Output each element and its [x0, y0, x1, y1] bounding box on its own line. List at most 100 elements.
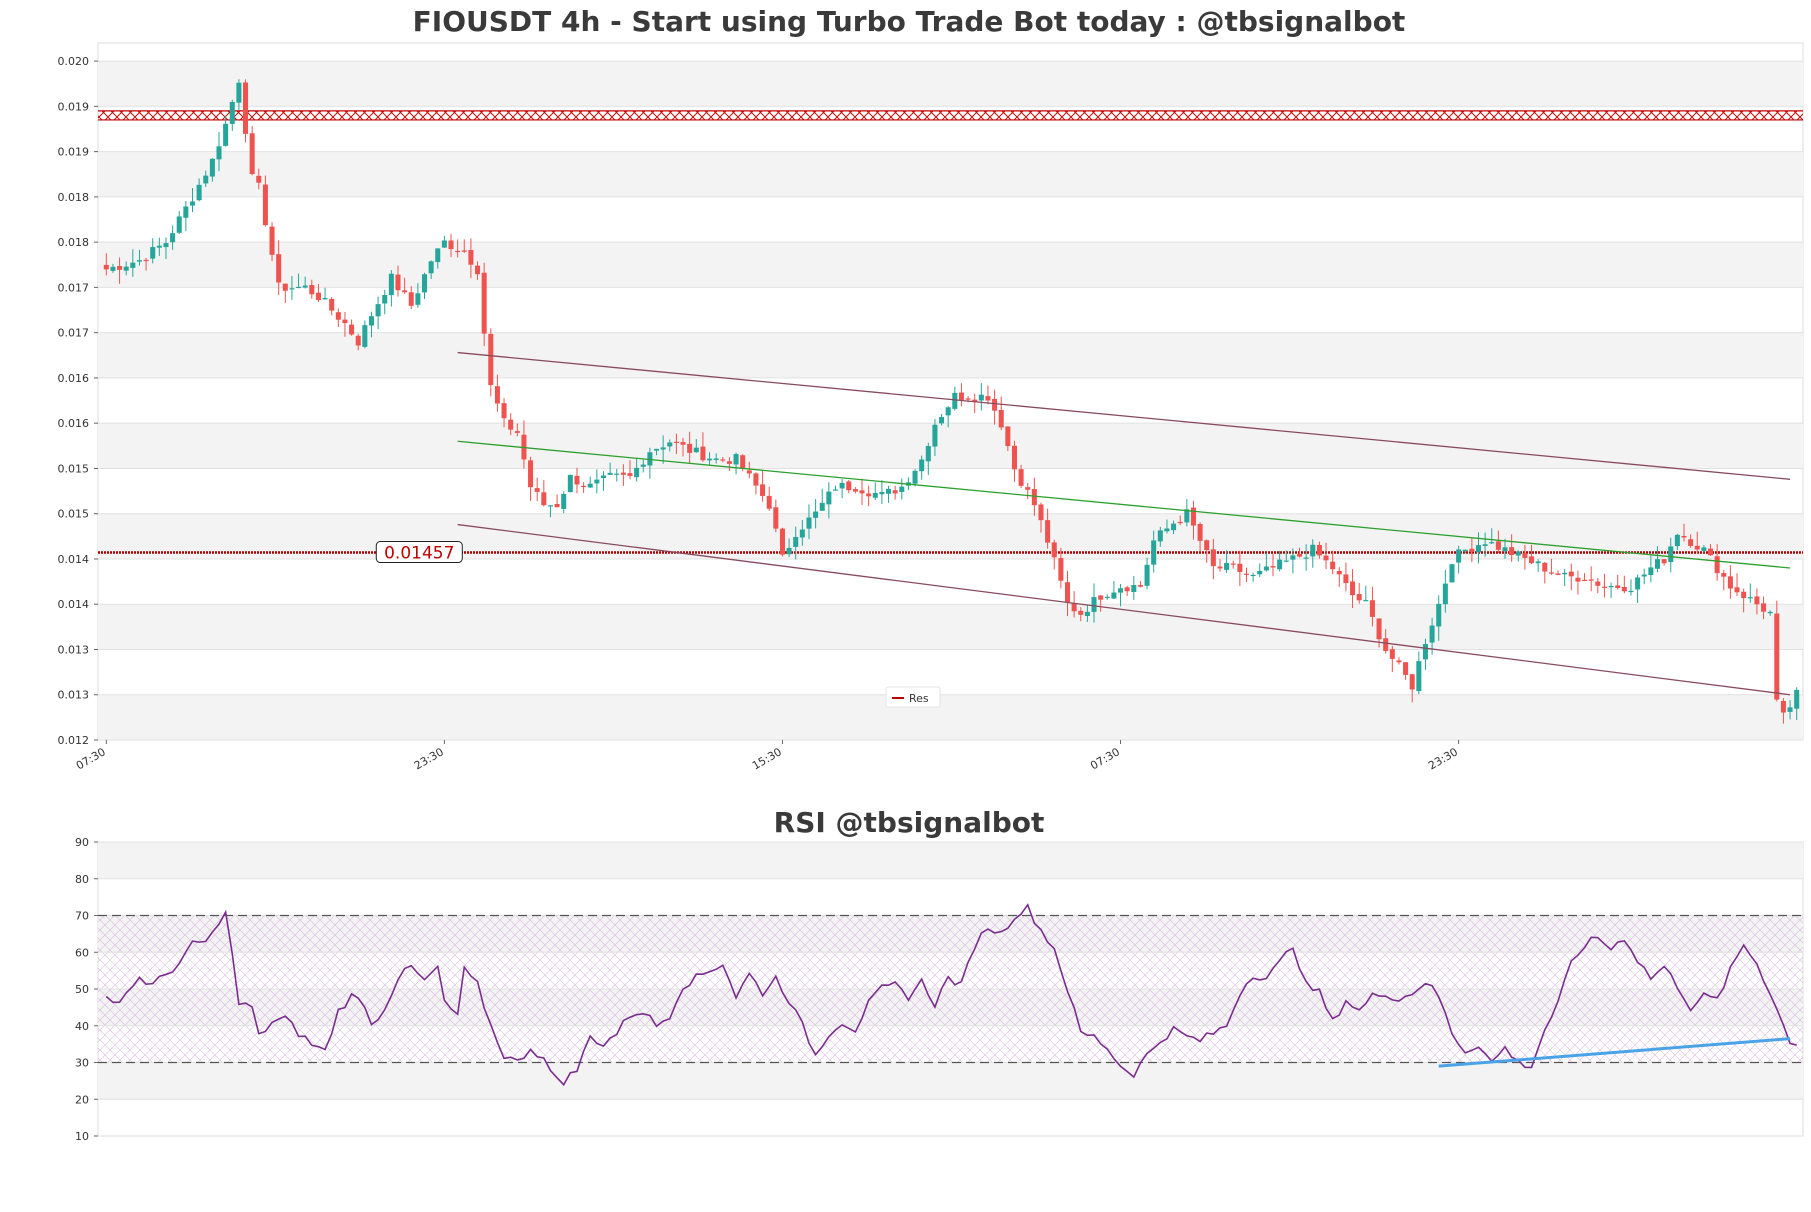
- price-y-tick-label: 0.019: [58, 146, 90, 159]
- candle-body: [1635, 577, 1641, 590]
- candle-body: [282, 283, 288, 291]
- rsi-y-tick-label: 20: [75, 1093, 89, 1106]
- channel-upper-line: [457, 351, 1791, 480]
- candle-body: [1058, 558, 1064, 581]
- rsi-y-tick-label: 70: [75, 910, 89, 923]
- candle-body: [1263, 566, 1269, 571]
- candle-body: [773, 507, 779, 529]
- candle-body: [1429, 625, 1435, 643]
- candle-body: [886, 488, 892, 494]
- candle-body: [1277, 559, 1283, 570]
- candle-body: [1436, 603, 1442, 627]
- candle-body: [243, 82, 249, 134]
- price-legend-box: [885, 686, 941, 708]
- candle-body: [223, 123, 229, 146]
- candle-body: [229, 101, 235, 124]
- candle-body: [176, 216, 182, 233]
- candle-body: [1734, 587, 1740, 593]
- candle-body: [1721, 573, 1727, 577]
- candle-body: [1323, 555, 1329, 561]
- rsi-grid-band: [98, 1062, 1803, 1100]
- candle-body: [925, 446, 931, 462]
- candle-body: [428, 261, 434, 274]
- candle-body: [1164, 528, 1170, 532]
- candle-body: [753, 473, 759, 486]
- price-y-tick-label: 0.012: [58, 734, 90, 747]
- candle-body: [892, 490, 898, 494]
- price-y-tick-label: 0.017: [58, 327, 90, 340]
- candle-body: [1018, 469, 1024, 486]
- candle-body: [1502, 547, 1508, 552]
- candle-body: [779, 528, 785, 555]
- candle-body: [846, 481, 852, 491]
- candle-body: [547, 505, 553, 507]
- candle-body: [620, 472, 626, 475]
- candle-body: [1118, 588, 1124, 593]
- price-x-tick-label: 23:30: [1426, 745, 1460, 772]
- candle-body: [249, 133, 255, 175]
- candle-body: [680, 442, 686, 445]
- candle-body: [958, 392, 964, 400]
- candle-body: [110, 266, 116, 271]
- candle-body: [667, 442, 673, 447]
- candle-body: [1707, 548, 1714, 556]
- candle-body: [1495, 541, 1501, 550]
- rsi-chart-title: RSI @tbsignalbot: [774, 806, 1045, 839]
- candle-body: [315, 292, 321, 301]
- candle-body: [1098, 595, 1104, 600]
- candle-body: [123, 266, 129, 271]
- candle-body: [720, 459, 726, 461]
- candle-body: [296, 286, 302, 289]
- candle-body: [1456, 549, 1462, 563]
- candle-body: [1608, 586, 1614, 588]
- candle-body: [402, 290, 408, 293]
- candle-body: [388, 273, 394, 296]
- price-grid-band: [98, 423, 1803, 469]
- candle-body: [819, 502, 825, 511]
- candle-body: [1555, 573, 1561, 575]
- candle-body: [289, 288, 295, 290]
- candle-body: [382, 294, 388, 304]
- rsi-y-tick-label: 60: [75, 946, 89, 959]
- candle-body: [395, 274, 401, 291]
- candle-body: [1330, 561, 1336, 570]
- candle-body: [1621, 586, 1627, 592]
- candle-body: [866, 493, 872, 497]
- candle-body: [1674, 534, 1680, 547]
- rsi-trendline: [1438, 1037, 1791, 1068]
- candle-body: [156, 245, 162, 248]
- candle-body: [1701, 547, 1707, 551]
- candle-body: [1111, 592, 1117, 599]
- candle-body: [766, 495, 772, 509]
- candle-body: [1568, 571, 1574, 577]
- candle-body: [514, 431, 520, 433]
- candle-body: [1548, 572, 1554, 574]
- candle-body: [375, 304, 381, 317]
- candle-body: [1522, 553, 1528, 558]
- candle-body: [1475, 545, 1482, 553]
- candle-body: [693, 447, 699, 453]
- price-chart: 0.020 0.019 0.019 0.018 0.018 0.017 0.017 0.016…: [58, 42, 1804, 772]
- candle-body: [309, 285, 315, 295]
- candle-body: [1303, 557, 1309, 559]
- candle-body: [1204, 540, 1210, 551]
- candle-body: [408, 292, 414, 306]
- candle-body: [1714, 556, 1720, 574]
- candle-body: [1654, 559, 1660, 569]
- candle-body: [117, 266, 123, 270]
- candle-body: [1383, 638, 1389, 651]
- candle-body: [269, 226, 275, 255]
- candle-body: [342, 319, 348, 324]
- candle-body: [634, 467, 640, 478]
- candle-body: [859, 490, 865, 494]
- price-y-tick-label: 0.014: [58, 553, 90, 566]
- candle-body: [581, 485, 587, 488]
- candle-body: [1011, 445, 1017, 470]
- candle-body: [899, 486, 905, 492]
- rsi-y-tick-label: 90: [75, 836, 89, 849]
- candle-body: [1774, 613, 1780, 700]
- candle-body: [746, 470, 752, 474]
- candle-body: [567, 474, 573, 493]
- candle-body: [1157, 530, 1163, 542]
- candle-body: [1184, 509, 1190, 523]
